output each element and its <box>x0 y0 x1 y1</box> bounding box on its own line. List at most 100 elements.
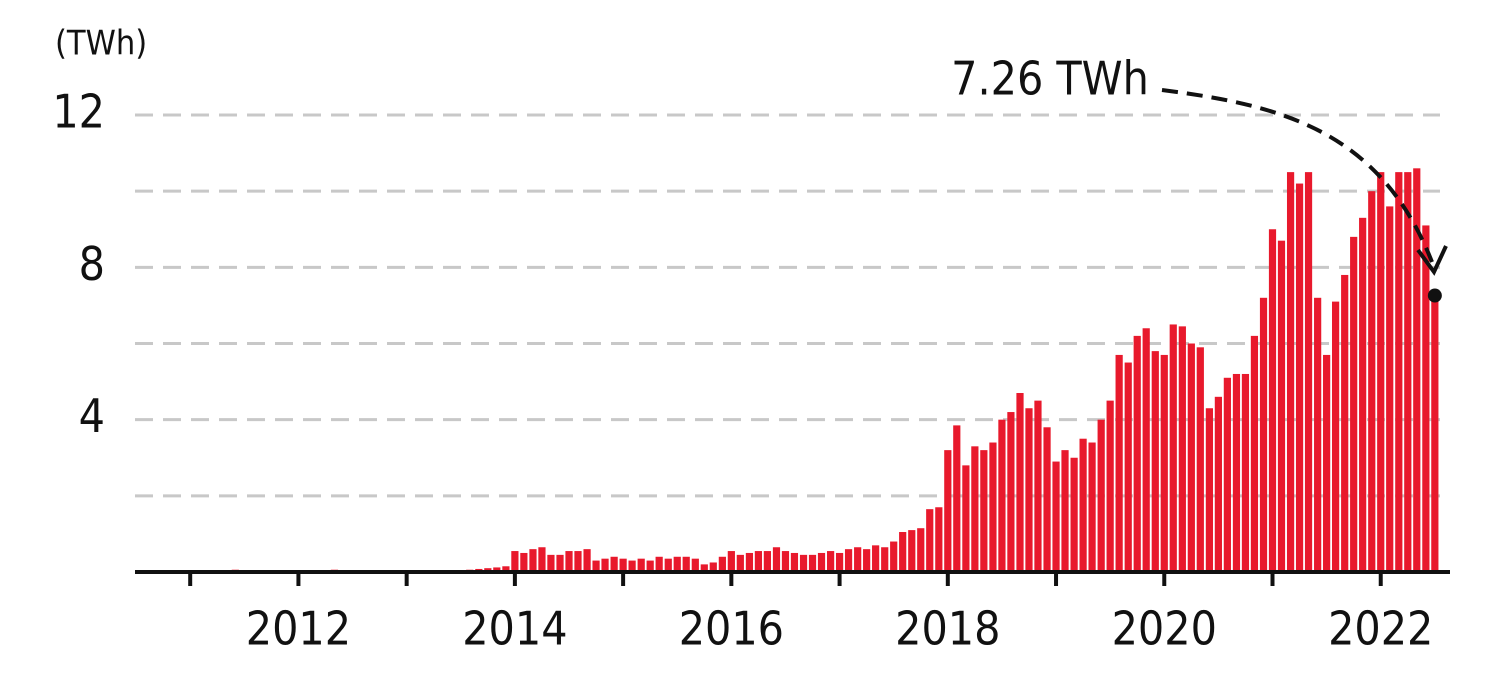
bar <box>844 549 853 572</box>
bar <box>890 541 898 572</box>
x-tick-label: 2012 <box>246 602 351 656</box>
bar <box>1286 172 1295 572</box>
bar <box>980 450 988 572</box>
bar <box>673 556 681 572</box>
bar <box>529 549 537 572</box>
bar <box>817 552 826 572</box>
bar <box>1115 354 1123 572</box>
bar <box>763 551 771 572</box>
bar <box>1268 229 1277 572</box>
bar <box>1025 408 1033 572</box>
bar <box>520 552 528 572</box>
bar <box>1332 301 1340 572</box>
bar <box>989 442 997 572</box>
bar <box>1250 335 1259 572</box>
bar <box>1259 297 1268 572</box>
bar <box>1142 328 1150 572</box>
bar <box>1377 172 1385 572</box>
bar <box>1314 297 1322 572</box>
bar <box>1404 172 1412 572</box>
x-tick-label: 2018 <box>895 602 1000 656</box>
bar <box>1124 362 1132 572</box>
bar <box>1052 461 1060 572</box>
bar <box>610 556 618 572</box>
bar <box>781 551 790 572</box>
bar <box>601 558 609 572</box>
bar <box>917 528 925 572</box>
bar <box>1205 408 1214 572</box>
x-ticks: 2012 2014 2016 2018 2020 2022 <box>188 572 1433 656</box>
bar <box>682 556 690 572</box>
bar <box>583 549 591 572</box>
bar <box>754 551 763 572</box>
y-tick-label: 8 <box>79 237 105 291</box>
bar <box>808 554 817 572</box>
bar <box>826 551 835 572</box>
bar <box>592 560 600 572</box>
bar <box>1295 183 1304 573</box>
bar <box>646 560 654 572</box>
bar <box>1043 427 1051 572</box>
bar <box>772 547 781 572</box>
bar <box>1413 168 1421 573</box>
x-tick-label: 2022 <box>1328 602 1433 656</box>
bar <box>1395 172 1403 572</box>
bar <box>700 564 708 572</box>
bar <box>799 554 808 572</box>
bar <box>1106 400 1114 572</box>
bar <box>881 547 889 572</box>
bar <box>1079 438 1087 572</box>
bar <box>736 554 744 572</box>
bar <box>1178 326 1186 572</box>
bar <box>835 552 844 572</box>
y-unit-label: (TWh) <box>55 24 147 64</box>
bar <box>854 547 862 572</box>
bar <box>1368 191 1376 572</box>
bar <box>1422 225 1430 573</box>
bar <box>1160 354 1168 572</box>
bar <box>1350 236 1358 572</box>
annotation-dot <box>1427 288 1442 303</box>
bar <box>971 446 979 572</box>
bar <box>998 419 1006 572</box>
bars <box>213 168 1439 573</box>
bar <box>872 545 880 572</box>
bar <box>547 554 555 572</box>
bar <box>493 567 501 572</box>
bar <box>1223 377 1231 572</box>
bar <box>556 554 564 572</box>
bar <box>962 465 970 572</box>
bar <box>574 551 582 572</box>
bar <box>655 556 663 572</box>
bar <box>1151 351 1159 572</box>
bar <box>1196 347 1204 572</box>
bar <box>1359 217 1367 572</box>
bar <box>863 549 871 572</box>
bar <box>1214 396 1222 572</box>
bar <box>727 551 735 572</box>
bar <box>944 450 952 572</box>
bar <box>1016 393 1024 572</box>
bar <box>1133 335 1141 572</box>
x-tick-label: 2020 <box>1112 602 1217 656</box>
bar <box>1232 373 1241 572</box>
bar <box>899 532 907 572</box>
bar <box>538 547 546 572</box>
grid <box>135 113 1440 498</box>
bar <box>691 558 699 572</box>
bar <box>1241 373 1250 572</box>
bar <box>1169 324 1177 572</box>
y-tick-label: 4 <box>79 389 105 443</box>
bar <box>1277 240 1286 573</box>
bar <box>1088 442 1096 572</box>
y-tick-label: 12 <box>52 85 105 139</box>
bar <box>1187 343 1195 572</box>
bar <box>628 560 636 572</box>
bar <box>953 425 961 572</box>
bar <box>1323 354 1331 572</box>
bar <box>664 558 672 572</box>
bar <box>619 558 627 572</box>
bar <box>1341 274 1349 572</box>
bar <box>1431 295 1439 572</box>
